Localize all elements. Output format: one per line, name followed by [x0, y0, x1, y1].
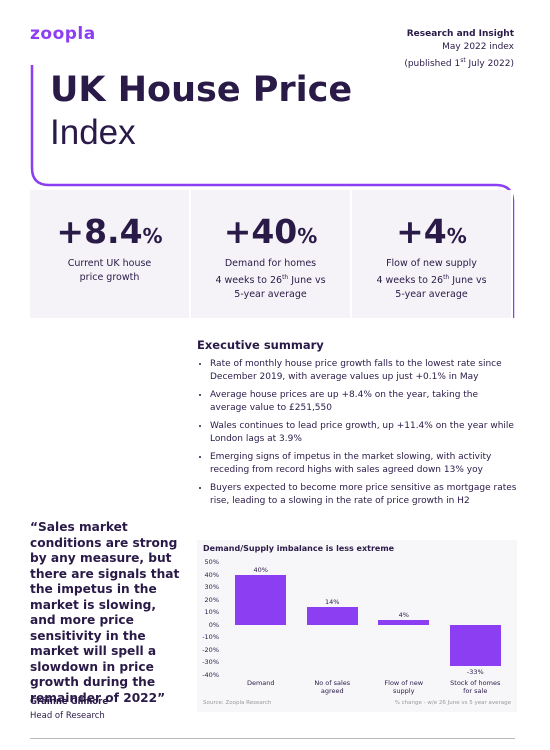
header-info: Research and Insight May 2022 index (pub…: [404, 28, 514, 71]
bullet: Emerging signs of impetus in the market …: [210, 451, 517, 477]
x-tick-label: Stock of homes for sale: [450, 679, 501, 695]
text-part: 4 weeks to 26: [215, 275, 283, 287]
value-label: 4%: [398, 610, 409, 619]
role: Head of Research: [30, 711, 105, 721]
stat-value: +4%: [352, 212, 511, 251]
bar: [306, 607, 358, 625]
y-tick-label: -40%: [202, 671, 219, 679]
bullet: Average house prices are up +8.4% on the…: [210, 389, 517, 415]
stat-label: Demand for homes 4 weeks to 26th June vs 5…: [191, 257, 350, 302]
stat-value: +8.4%: [30, 212, 189, 251]
text-part: (published 1: [404, 59, 461, 69]
bar: [235, 574, 287, 625]
bar: [378, 619, 430, 625]
bullet: Rate of monthly house price growth falls…: [210, 358, 517, 384]
x-tick-label: No of sales agreed: [314, 679, 351, 695]
header-label: Research and Insight: [406, 29, 514, 39]
value-label: 40%: [253, 565, 268, 574]
value-label: -33%: [466, 668, 484, 677]
logo: zoopla: [30, 24, 96, 44]
header-published: (published 1st July 2022): [404, 54, 514, 71]
x-tick-label: Demand: [246, 679, 275, 687]
stat-value: +40%: [191, 212, 350, 251]
label-line: price growth: [79, 272, 140, 283]
label-line: Demand for homes: [224, 258, 317, 269]
stat: +40% Demand for homes 4 weeks to 26th June…: [191, 190, 352, 318]
x-tick-label: Flow of new supply: [384, 679, 424, 695]
title: UK House Price: [50, 70, 353, 110]
label-line: Current UK house: [67, 258, 152, 269]
stat-number: +8.4: [56, 212, 143, 251]
stat-label: Flow of new supply 4 weeks to 26th June v…: [352, 257, 511, 302]
text-part: st: [460, 57, 466, 64]
value-label: 14%: [325, 598, 340, 607]
y-tick-label: -30%: [202, 658, 219, 667]
label-line: 5-year average: [395, 289, 468, 301]
y-tick-label: -20%: [202, 645, 219, 654]
stat-label: Current UK house price growth: [30, 257, 189, 285]
label-line: 4 weeks to 26th June vs: [352, 271, 511, 288]
label-line: Flow of new supply: [386, 258, 477, 269]
y-tick-label: 40%: [204, 570, 219, 579]
summary: Executive summary Rate of monthly house …: [197, 338, 517, 513]
stat-unit: %: [142, 224, 163, 248]
header-index: May 2022 index: [442, 42, 514, 52]
stat: +4% Flow of new supply 4 weeks to 26th Jun…: [352, 190, 513, 318]
y-tick-label: 20%: [204, 595, 219, 604]
quote: “Sales market conditions are strong by a…: [30, 520, 180, 705]
label-line: 5-year average: [234, 289, 307, 301]
text-part: June vs: [288, 275, 326, 287]
chart-title: Demand/Supply imbalance is less extreme: [203, 544, 395, 553]
note: % change - w/e 26 June vs 5 year average: [394, 700, 511, 706]
text-part: June vs: [449, 275, 487, 287]
stat-number: +4: [396, 212, 447, 251]
stats: +8.4% Current UK house price growth +40% Dem…: [30, 190, 513, 318]
y-tick-label: -10%: [202, 633, 219, 642]
y-tick-label: 0%: [208, 620, 219, 629]
y-tick-label: 50%: [204, 558, 219, 566]
stat-number: +40: [223, 212, 298, 251]
label-line: 4 weeks to 26th June vs: [191, 271, 350, 288]
text-part: th: [443, 274, 450, 281]
author: Gráinne Gilmore: [30, 697, 109, 707]
bullets: Rate of monthly house price growth falls…: [197, 358, 517, 508]
stat-unit: %: [446, 224, 467, 248]
text-part: 4 weeks to 26: [376, 275, 444, 287]
bullet: Wales continues to lead price growth, up…: [210, 420, 517, 446]
text-part: July 2022): [465, 59, 514, 69]
y-tick-label: 30%: [204, 583, 219, 592]
chart: Demand/Supply imbalance is less extreme …: [197, 540, 517, 712]
summary-heading: Executive summary: [197, 338, 324, 352]
text-part: th: [282, 274, 289, 281]
title: Index: [50, 113, 136, 152]
source: Source: Zoopla Research: [203, 700, 272, 706]
stat: +8.4% Current UK house price growth: [30, 190, 191, 318]
bullet: Buyers expected to become more price sen…: [210, 482, 517, 508]
y-tick-label: 10%: [204, 608, 219, 617]
stat-unit: %: [297, 224, 318, 248]
rule: [30, 738, 515, 739]
bar: [449, 624, 501, 667]
